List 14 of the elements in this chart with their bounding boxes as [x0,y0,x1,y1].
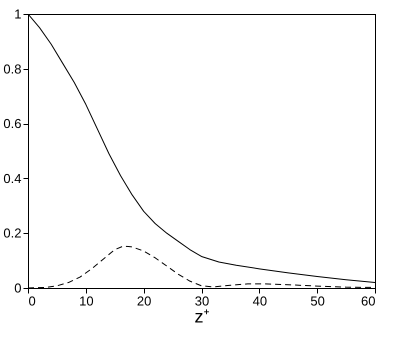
x-tick-label: 40 [252,294,268,308]
x-tick-label: 0 [28,294,36,308]
x-tick-label: 50 [310,294,325,308]
y-tick-label: 0.2 [3,226,22,241]
y-tick-label: 0.6 [3,116,22,132]
x-tick-label: 20 [136,294,152,308]
y-tick-label: 0.8 [3,61,22,76]
x-tick-label: 60 [361,294,376,308]
y-tick-label: 1 [14,6,22,22]
y-tick-label: 0 [14,280,22,296]
x-tick-label: 10 [79,294,94,308]
y-tick-label: 0.4 [3,170,22,186]
x-axis-title: z⁺ [194,306,210,326]
x-tick-label: 30 [194,294,210,308]
